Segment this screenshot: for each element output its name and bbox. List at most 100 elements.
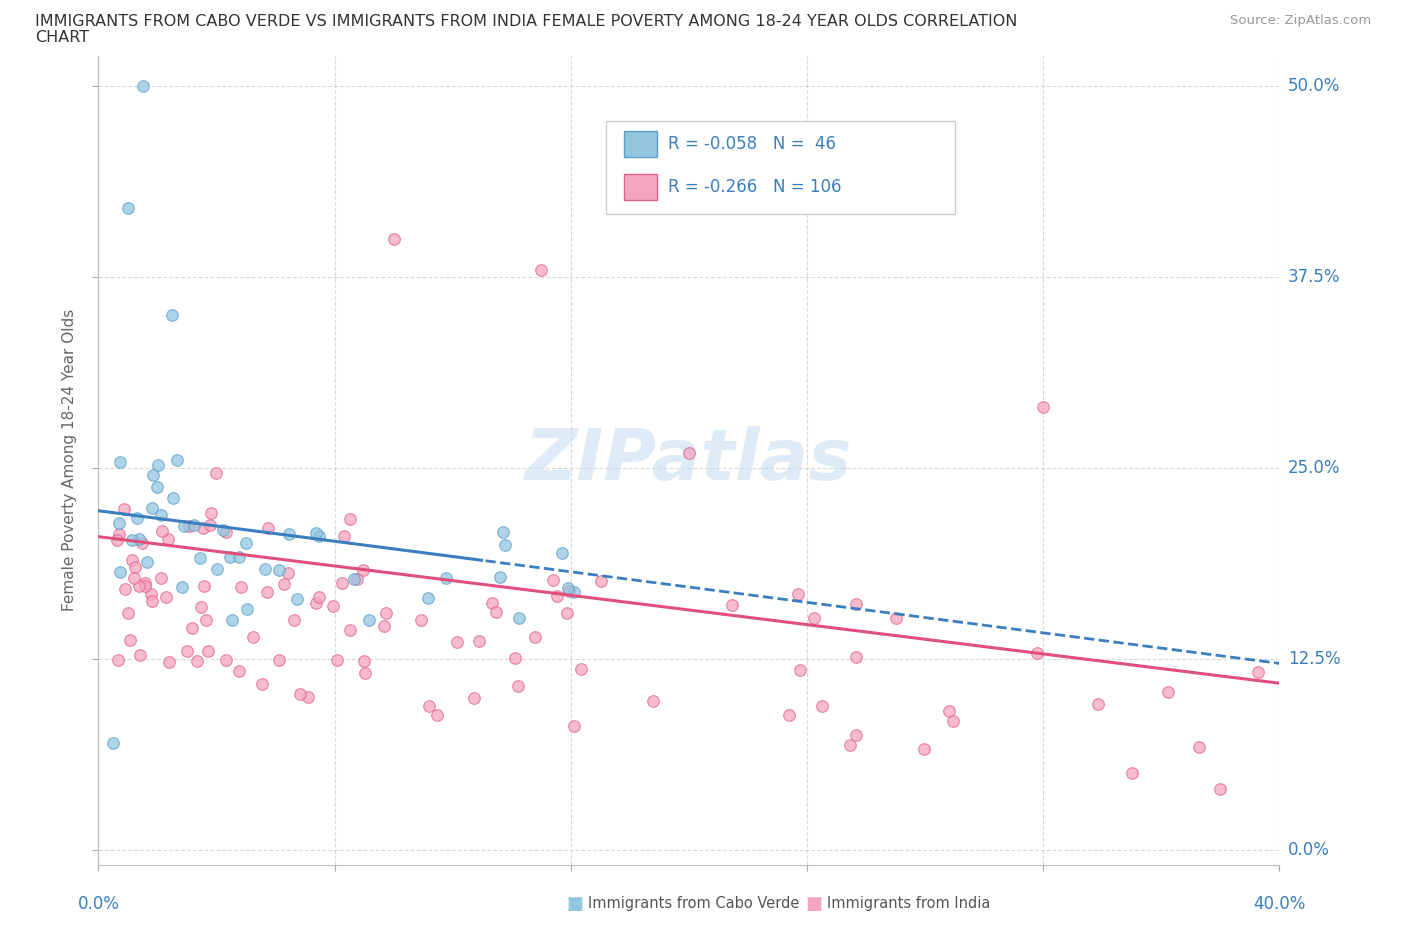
Point — [134, 576, 156, 591]
Point — [942, 713, 965, 728]
Point — [149, 507, 172, 522]
Point — [188, 551, 211, 566]
Point — [256, 584, 278, 599]
Point — [242, 629, 264, 644]
Point — [357, 613, 380, 628]
Point — [382, 232, 405, 246]
Point — [269, 653, 291, 668]
Point — [468, 633, 491, 648]
Point — [107, 527, 129, 542]
Point — [121, 552, 143, 567]
Point — [485, 604, 508, 619]
Point — [257, 521, 280, 536]
Point — [434, 571, 457, 586]
Text: 25.0%: 25.0% — [1288, 459, 1340, 477]
Point — [194, 612, 217, 627]
Point — [678, 445, 700, 460]
Point — [162, 491, 184, 506]
Point — [121, 532, 143, 547]
Point — [530, 262, 553, 277]
Point — [562, 718, 585, 733]
Point — [117, 201, 139, 216]
Point — [135, 554, 157, 569]
Point — [157, 655, 180, 670]
Text: 50.0%: 50.0% — [1288, 77, 1340, 96]
Point — [267, 563, 290, 578]
Point — [146, 480, 169, 495]
Point — [107, 653, 129, 668]
Point — [845, 649, 868, 664]
Point — [546, 589, 568, 604]
Text: Immigrants from India: Immigrants from India — [827, 897, 990, 911]
Point — [128, 578, 150, 593]
Point — [557, 580, 579, 595]
Point — [142, 468, 165, 483]
Text: IMMIGRANTS FROM CABO VERDE VS IMMIGRANTS FROM INDIA FEMALE POVERTY AMONG 18-24 Y: IMMIGRANTS FROM CABO VERDE VS IMMIGRANTS… — [35, 14, 1018, 29]
Point — [938, 704, 960, 719]
Point — [343, 572, 366, 587]
Point — [354, 665, 377, 680]
Point — [884, 611, 907, 626]
Point — [108, 455, 131, 470]
Point — [278, 526, 301, 541]
Text: ■: ■ — [567, 895, 583, 913]
Text: 40.0%: 40.0% — [1253, 896, 1306, 913]
Point — [305, 595, 328, 610]
Text: Immigrants from Cabo Verde: Immigrants from Cabo Verde — [588, 897, 799, 911]
Point — [215, 653, 238, 668]
Point — [117, 605, 139, 620]
Point — [374, 605, 396, 620]
Point — [285, 591, 308, 606]
Point — [200, 506, 222, 521]
Point — [481, 596, 503, 611]
Point — [103, 736, 125, 751]
Point — [463, 691, 485, 706]
Point — [236, 602, 259, 617]
Point — [1187, 739, 1209, 754]
Point — [789, 662, 811, 677]
Point — [1025, 645, 1047, 660]
Point — [197, 644, 219, 658]
Point — [108, 515, 131, 530]
Point — [179, 519, 201, 534]
Point — [330, 576, 353, 591]
Point — [108, 565, 131, 579]
Point — [120, 632, 142, 647]
Point — [229, 579, 252, 594]
Point — [166, 452, 188, 467]
Point — [1032, 400, 1054, 415]
Point — [1121, 766, 1143, 781]
Point — [339, 512, 361, 526]
Point — [778, 708, 800, 723]
Point — [297, 689, 319, 704]
Point — [1157, 684, 1180, 699]
Point — [180, 620, 202, 635]
Point — [186, 653, 208, 668]
Point — [721, 597, 744, 612]
Point — [308, 528, 330, 543]
Point — [228, 550, 250, 565]
Point — [283, 613, 305, 628]
Point — [558, 583, 581, 598]
Text: 12.5%: 12.5% — [1288, 650, 1340, 668]
Text: 0.0%: 0.0% — [77, 896, 120, 913]
Point — [122, 570, 145, 585]
Bar — [624, 131, 657, 157]
Point — [146, 458, 169, 472]
Point — [212, 523, 235, 538]
Point — [150, 524, 173, 538]
Point — [591, 573, 613, 588]
Point — [811, 698, 834, 713]
Point — [218, 550, 240, 565]
Point — [288, 686, 311, 701]
Point — [129, 647, 152, 662]
Bar — [606, 121, 955, 214]
Point — [254, 562, 277, 577]
Text: ■: ■ — [806, 895, 823, 913]
Point — [845, 596, 868, 611]
Point — [641, 694, 664, 709]
Point — [503, 651, 526, 666]
Point — [308, 590, 330, 604]
Point — [141, 500, 163, 515]
Point — [228, 664, 250, 679]
